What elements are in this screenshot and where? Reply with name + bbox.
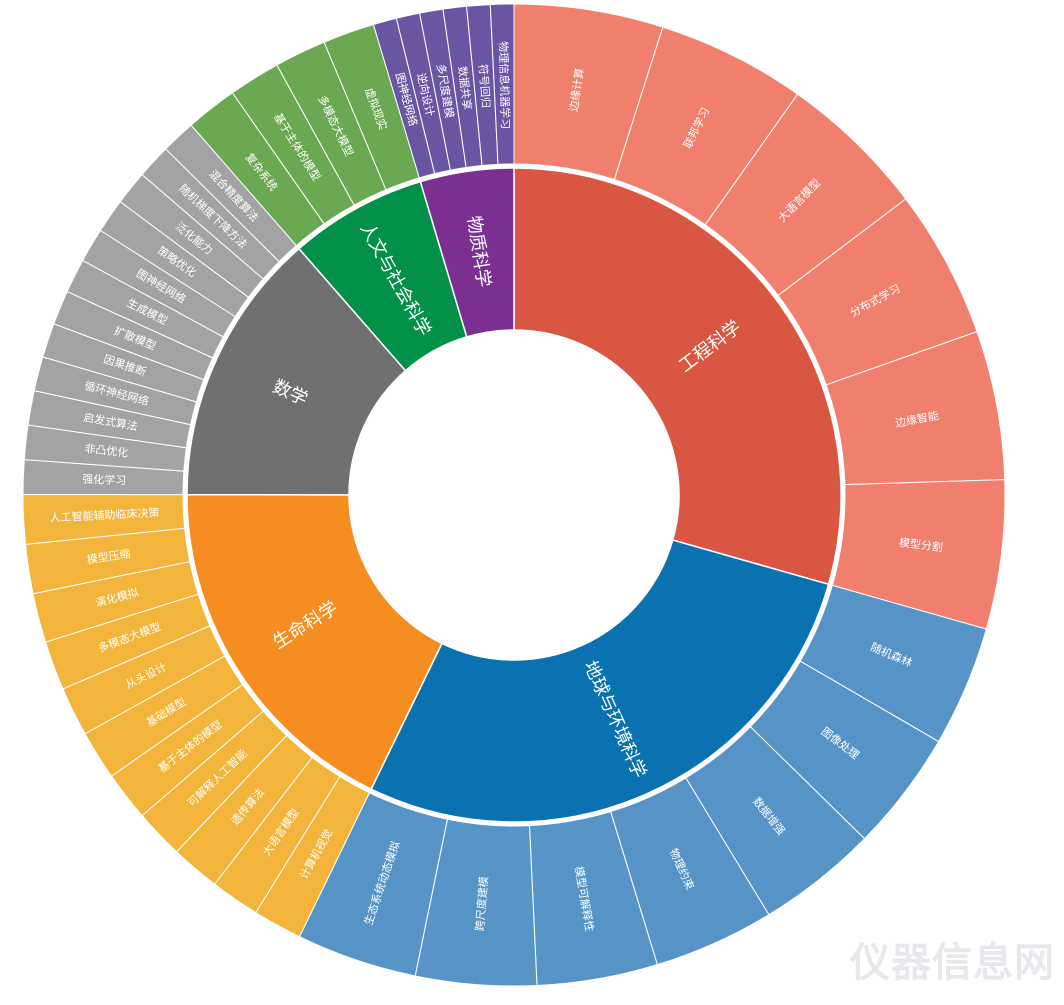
subcategory-label: 模型分割 [898,535,943,554]
category-5[interactable] [372,3,515,338]
subcategory-label: 边缘计算 [566,67,587,113]
category-4[interactable] [190,23,468,372]
subcategory-label: 非凸优化 [84,441,129,460]
subcategory-label: 物理信息机器学习 [497,41,513,129]
category-3[interactable] [22,124,407,496]
category-0[interactable] [513,3,1006,630]
subcategory-label: 强化学习 [82,472,126,488]
subcategory-label: 数据共享 [455,65,474,110]
category-1[interactable] [298,539,987,987]
subcategory-label: 模型压缩 [86,546,132,566]
subcategory-label: 符号回归 [476,64,493,109]
outer-segment[interactable] [489,3,515,165]
inner-segment[interactable] [186,247,407,496]
watermark-logo: 仪器信息网 [850,940,1055,986]
category-2[interactable] [22,493,443,938]
inner-segment[interactable] [419,167,515,338]
inner-segment[interactable] [513,167,842,586]
inner-segment[interactable] [186,493,443,791]
subcategory-label: 人工智能辅助临床决策 [49,505,160,524]
inner-segment[interactable] [370,539,830,823]
subcategory-label: 跨尺度建模 [472,876,490,932]
